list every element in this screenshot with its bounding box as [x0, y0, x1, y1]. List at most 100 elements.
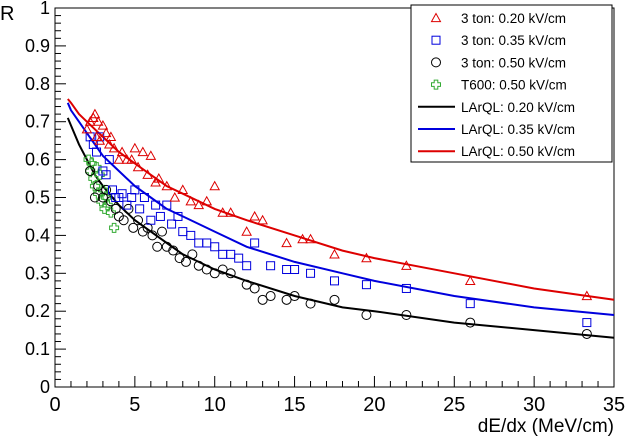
- data-point-series-3: [180, 256, 191, 267]
- data-point-series-1: [297, 233, 308, 244]
- data-point-series-3: [281, 294, 292, 305]
- data-point-series-2: [210, 242, 220, 252]
- data-point-series-2: [218, 249, 228, 259]
- data-point-series-2: [127, 193, 137, 202]
- data-point-series-1: [81, 123, 93, 134]
- data-point-series-3: [241, 279, 252, 290]
- y-tick-label: 0.1: [25, 339, 50, 359]
- data-point-series-3: [465, 317, 476, 328]
- data-point-series-3: [401, 309, 412, 320]
- data-point-series-3: [93, 181, 104, 192]
- data-point-series-2: [290, 265, 300, 275]
- y-tick-label: 0.5: [25, 188, 50, 208]
- curve-1: [66, 117, 615, 339]
- data-point-series-2: [135, 204, 145, 214]
- data-point-series-2: [146, 215, 156, 225]
- data-point-series-2: [155, 211, 165, 221]
- data-point-series-2: [234, 253, 244, 263]
- data-point-series-4: [109, 222, 120, 233]
- data-point-series-1: [329, 248, 340, 259]
- legend-label-6: LArQL: 0.35 kV/cm: [461, 122, 575, 137]
- legend-box: [410, 4, 613, 163]
- data-point-series-2: [186, 230, 196, 240]
- data-point-series-3: [201, 264, 212, 275]
- x-tick-label: 0: [49, 394, 60, 416]
- data-point-series-1: [94, 135, 106, 145]
- y-tick-label: 1: [40, 0, 50, 18]
- data-point-series-1: [113, 154, 125, 164]
- data-point-series-3: [249, 283, 260, 294]
- data-point-series-3: [257, 294, 268, 305]
- data-point-series-2: [101, 170, 111, 180]
- legend-marker-4: [431, 79, 441, 90]
- curve-3: [67, 98, 615, 301]
- data-point-series-2: [122, 200, 132, 210]
- data-point-series-2: [104, 155, 114, 165]
- data-point-series-1: [108, 142, 120, 153]
- data-point-series-1: [225, 207, 237, 217]
- x-tick-label: 15: [283, 394, 305, 416]
- data-point-series-4: [94, 169, 105, 180]
- data-point-series-4: [105, 207, 116, 218]
- data-point-series-1: [142, 169, 153, 179]
- data-point-series-1: [209, 180, 221, 191]
- data-point-series-1: [137, 146, 149, 157]
- data-point-series-3: [133, 215, 144, 226]
- data-point-series-2: [361, 280, 371, 290]
- data-point-series-1: [126, 154, 138, 164]
- y-axis-title: R: [0, 3, 14, 25]
- data-point-series-1: [401, 260, 412, 270]
- data-point-series-3: [193, 260, 204, 271]
- x-tick-label: 35: [603, 394, 625, 416]
- data-point-series-1: [169, 191, 181, 202]
- x-tick-label: 25: [443, 394, 465, 416]
- data-point-series-3: [152, 241, 163, 252]
- y-tick-label: 0.7: [25, 112, 50, 132]
- data-point-series-2: [250, 238, 260, 248]
- legend-label-5: LArQL: 0.20 kV/cm: [461, 100, 575, 115]
- data-point-series-1: [92, 116, 104, 126]
- data-point-series-1: [257, 214, 268, 225]
- data-point-series-3: [101, 184, 112, 195]
- data-point-series-1: [177, 184, 189, 195]
- data-point-series-3: [581, 328, 592, 339]
- y-tick-label: 0.8: [25, 74, 50, 94]
- data-point-series-2: [117, 189, 127, 199]
- data-point-series-2: [130, 185, 140, 195]
- data-point-series-1: [201, 195, 213, 206]
- data-point-series-2: [401, 283, 411, 293]
- legend-label-3: 3 ton: 0.50 kV/cm: [461, 55, 566, 70]
- x-tick-label: 10: [204, 394, 226, 416]
- legend-label-4: T600: 0.50 kV/cm: [461, 78, 567, 93]
- data-point-series-1: [153, 173, 165, 183]
- y-tick-label: 0.2: [25, 301, 50, 321]
- data-point-series-1: [103, 138, 115, 149]
- data-point-series-3: [187, 249, 198, 260]
- y-tick-label: 0.3: [25, 263, 50, 283]
- legend-marker-2: [431, 35, 441, 45]
- data-point-series-1: [105, 131, 117, 141]
- data-point-series-2: [162, 200, 172, 210]
- data-point-series-3: [147, 230, 158, 241]
- data-point-series-3: [128, 222, 139, 233]
- data-point-series-2: [282, 265, 292, 275]
- data-point-series-2: [582, 318, 592, 328]
- x-tick-label: 20: [363, 394, 385, 416]
- data-point-series-1: [161, 180, 173, 191]
- data-point-series-1: [145, 150, 157, 160]
- legend: 3 ton: 0.20 kV/cm 3 ton: 0.35 kV/cm 3 ton:…: [410, 4, 613, 163]
- data-point-series-4: [101, 192, 112, 203]
- data-point-series-3: [85, 165, 96, 176]
- data-point-series-2: [151, 200, 161, 210]
- data-point-series-3: [289, 291, 300, 302]
- data-point-series-1: [249, 210, 260, 221]
- data-point-series-3: [225, 268, 236, 279]
- data-point-series-1: [464, 275, 476, 285]
- data-point-series-2: [266, 261, 276, 271]
- x-axis-title: dE/dx (MeV/cm): [478, 416, 614, 436]
- data-point-series-2: [330, 276, 339, 286]
- data-point-series-3: [142, 222, 153, 233]
- plot-marks: [66, 98, 615, 339]
- data-point-series-1: [97, 119, 109, 130]
